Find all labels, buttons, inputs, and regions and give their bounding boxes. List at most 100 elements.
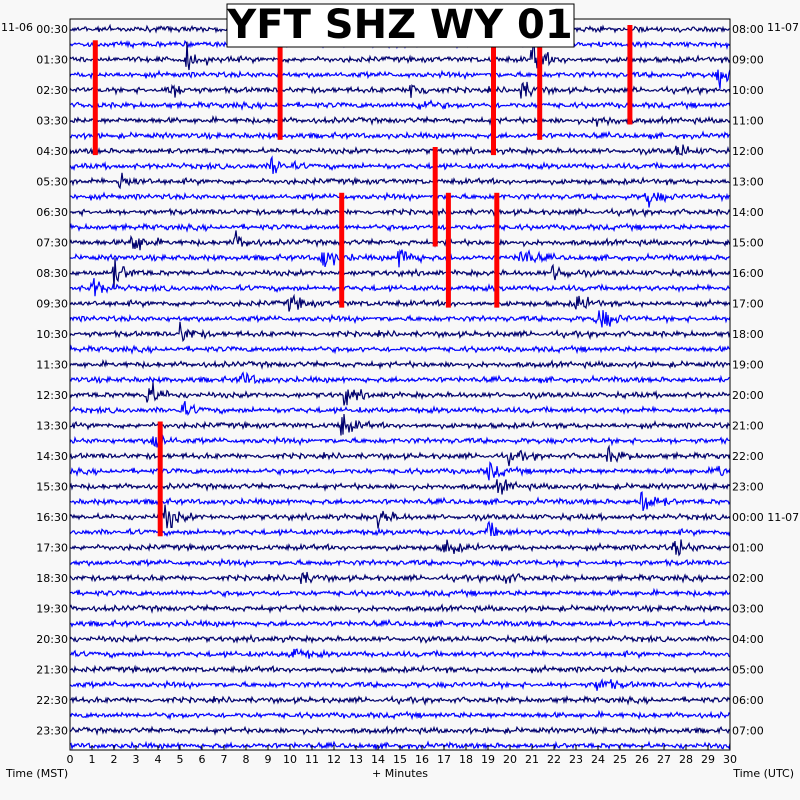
- seismic-trace-9: [69, 155, 731, 174]
- seismic-trace-18: [69, 293, 731, 312]
- seismic-trace-14: [69, 230, 731, 251]
- seismic-trace-19: [69, 310, 731, 328]
- seismic-trace-38: [69, 603, 731, 614]
- x-tick-label-28: 28: [679, 753, 693, 766]
- seismic-trace-17: [69, 278, 731, 297]
- seismic-trace-35: [69, 557, 731, 569]
- x-tick-label-29: 29: [701, 753, 715, 766]
- right-time-label-11: 19:00: [732, 359, 764, 372]
- x-tick-label-12: 12: [327, 753, 341, 766]
- left-time-label-17: 17:30: [36, 542, 68, 555]
- right-time-label-19: 03:00: [732, 603, 764, 616]
- right-time-label-21: 05:00: [732, 664, 764, 677]
- seismic-trace-31: [69, 491, 731, 511]
- chart-title: YFT SHZ WY 01: [226, 2, 572, 48]
- left-time-label-2: 02:30: [36, 84, 68, 97]
- left-time-label-16: 16:30: [36, 511, 68, 524]
- right-time-label-6: 14:00: [732, 206, 764, 219]
- clip-layer: [92, 25, 633, 537]
- seismic-trace-29: [69, 461, 731, 481]
- x-tick-label-22: 22: [547, 753, 561, 766]
- clipped-signal-2: [491, 40, 496, 156]
- right-date-label: 11-07: [767, 21, 799, 34]
- seismic-trace-20: [69, 321, 731, 343]
- left-time-label-10: 10:30: [36, 328, 68, 341]
- x-tick-label-6: 6: [199, 753, 206, 766]
- x-tick-label-2: 2: [111, 753, 118, 766]
- seismic-trace-12: [69, 207, 731, 218]
- right-time-label-7: 15:00: [732, 237, 764, 250]
- left-time-label-15: 15:30: [36, 481, 68, 494]
- seismic-trace-42: [69, 663, 731, 675]
- seismic-trace-41: [70, 647, 731, 660]
- x-tick-label-17: 17: [437, 753, 451, 766]
- seismic-trace-44: [69, 694, 731, 706]
- x-tick-label-11: 11: [305, 753, 319, 766]
- seismic-trace-32: [69, 504, 731, 529]
- left-time-label-21: 21:30: [36, 664, 68, 677]
- seismic-trace-13: [69, 222, 731, 233]
- x-tick-label-15: 15: [393, 753, 407, 766]
- left-time-label-4: 04:30: [36, 145, 68, 158]
- right-time-label-22: 06:00: [732, 694, 764, 707]
- seismic-trace-6: [69, 115, 731, 127]
- right-time-label-20: 04:00: [732, 633, 764, 646]
- title-box: [226, 3, 575, 48]
- seismic-trace-39: [69, 618, 731, 629]
- left-time-label-11: 11:30: [36, 359, 68, 372]
- x-tick-label-8: 8: [243, 753, 250, 766]
- left-time-label-0: 00:30: [36, 23, 68, 36]
- x-tick-label-20: 20: [503, 753, 517, 766]
- right-time-label-0: 08:00: [732, 23, 764, 36]
- clipped-signal-0: [92, 40, 98, 156]
- seismic-trace-46: [69, 725, 731, 736]
- x-tick-label-7: 7: [221, 753, 228, 766]
- seismic-trace-3: [69, 69, 731, 89]
- x-tick-label-18: 18: [459, 753, 473, 766]
- clipped-signal-6: [339, 192, 345, 308]
- seismic-trace-5: [70, 99, 731, 111]
- clipped-signal-7: [445, 192, 451, 308]
- x-tick-label-27: 27: [657, 753, 671, 766]
- right-time-axis: 08:00 09:00 10:00 11:00 12:00 13:00 14:00 15:00…: [732, 23, 799, 738]
- right-time-label-16: 00:00 11-07: [732, 511, 799, 524]
- seismic-trace-22: [69, 359, 731, 370]
- x-tick-label-26: 26: [635, 753, 649, 766]
- seismic-trace-34: [69, 539, 731, 557]
- clipped-signal-1: [277, 25, 283, 140]
- seismic-trace-4: [69, 81, 731, 99]
- right-time-label-14: 22:00: [732, 450, 764, 463]
- x-tick-label-4: 4: [155, 753, 162, 766]
- right-time-label-15: 23:00: [732, 481, 764, 494]
- seismic-trace-11: [69, 191, 731, 208]
- seismic-trace-27: [69, 434, 730, 448]
- seismic-trace-43: [69, 678, 731, 691]
- right-time-label-12: 20:00: [732, 389, 764, 402]
- seismic-trace-28: [69, 444, 731, 467]
- left-time-label-9: 09:30: [36, 298, 68, 311]
- x-tick-label-19: 19: [481, 753, 495, 766]
- right-time-label-4: 12:00: [732, 145, 764, 158]
- seismic-trace-26: [69, 413, 731, 436]
- left-time-axis: 00:30 01:30 02:30 03:30 04:30 05:30 06:30 07:30…: [36, 23, 68, 738]
- left-date-label: 11-06: [1, 21, 33, 34]
- clipped-signal-5: [432, 147, 438, 247]
- clipped-signal-3: [537, 25, 543, 140]
- right-time-label-3: 11:00: [732, 115, 764, 128]
- x-axis-label: + Minutes: [372, 767, 428, 780]
- x-axis: 0 1 2 3 4 5 6 7 8 9 10 11 12 13 14 15 16 17 18 19 20 21 22 23 24…: [67, 745, 737, 766]
- x-tick-label-3: 3: [133, 753, 140, 766]
- left-time-label-13: 13:30: [36, 420, 68, 433]
- right-time-label-1: 09:00: [732, 54, 764, 67]
- x-tick-label-16: 16: [415, 753, 429, 766]
- seismic-trace-37: [69, 587, 731, 599]
- seismic-trace-25: [69, 401, 731, 416]
- x-tick-label-13: 13: [349, 753, 363, 766]
- left-time-label-6: 06:30: [36, 206, 68, 219]
- left-time-label-5: 05:30: [36, 176, 68, 189]
- x-tick-label-30: 30: [723, 753, 737, 766]
- trace-layer: [69, 23, 731, 751]
- seismic-trace-33: [69, 520, 731, 538]
- seismic-trace-10: [69, 172, 730, 190]
